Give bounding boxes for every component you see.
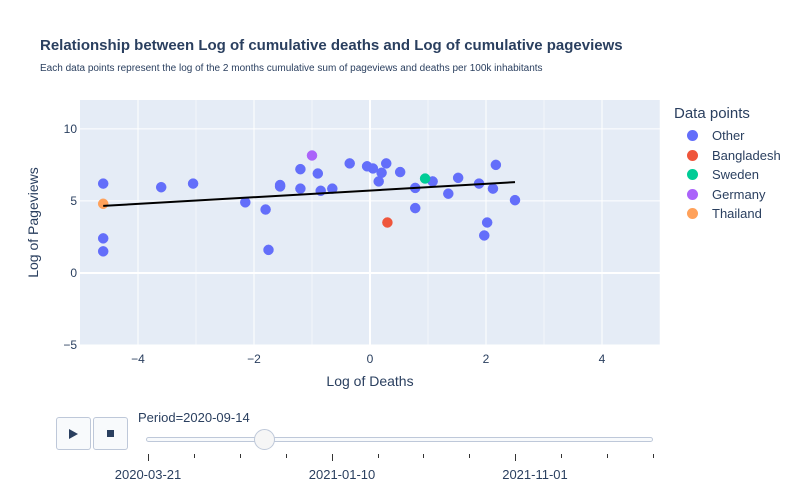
- legend-item-thailand[interactable]: Thailand: [674, 204, 781, 224]
- data-point-other: [260, 204, 271, 215]
- play-icon: [69, 428, 78, 439]
- data-point-other: [187, 178, 199, 189]
- data-point-other: [380, 158, 392, 169]
- legend-marker-bangladesh: [687, 149, 698, 161]
- legend-label: Thailand: [712, 206, 762, 222]
- slider-tick: [148, 454, 149, 461]
- y-tick-label: 5: [70, 194, 77, 208]
- slider-rail[interactable]: [146, 437, 653, 442]
- legend-item-other[interactable]: Other: [674, 126, 781, 146]
- legend: Data points Other Bangladesh Sweden Germ…: [674, 105, 781, 224]
- data-point-other: [367, 163, 379, 174]
- data-point-other: [155, 181, 167, 193]
- slider-handle[interactable]: [253, 429, 275, 450]
- legend-label: Sweden: [712, 167, 759, 183]
- slider-tick: [469, 454, 471, 458]
- play-button[interactable]: [56, 417, 91, 450]
- slider-tick: [653, 454, 654, 458]
- data-point-other: [295, 163, 306, 175]
- slider-current-value: Period=2020-09-14: [138, 410, 250, 425]
- data-point-other: [97, 233, 109, 244]
- y-tick-label: −5: [63, 338, 77, 352]
- legend-label: Germany: [712, 186, 766, 202]
- legend-item-germany[interactable]: Germany: [674, 185, 781, 205]
- data-point-germany: [306, 150, 318, 161]
- y-tick-label: 10: [64, 122, 78, 136]
- data-point-other: [394, 166, 406, 178]
- slider-tick-label: 2021-11-01: [502, 467, 568, 482]
- slider-tick: [423, 454, 425, 458]
- legend-marker-thailand: [687, 208, 698, 220]
- x-tick-label: −2: [247, 352, 261, 366]
- data-point-sweden: [419, 173, 431, 184]
- x-tick-label: 4: [599, 352, 606, 366]
- x-tick-label: 2: [483, 352, 490, 366]
- data-point-other: [376, 167, 387, 179]
- data-point-other: [481, 217, 493, 228]
- chart-title: Relationship between Log of cumulative d…: [40, 37, 623, 54]
- stop-icon: [107, 430, 114, 437]
- data-point-other: [452, 172, 464, 184]
- legend-title: Data points: [674, 105, 750, 122]
- x-axis-title: Log of Deaths: [326, 373, 413, 389]
- slider-tick: [285, 454, 287, 458]
- slider-tick: [561, 454, 563, 458]
- trendline: [103, 181, 516, 207]
- data-point-other: [263, 244, 274, 256]
- data-point-other: [443, 188, 454, 199]
- slider-tick: [607, 454, 609, 458]
- legend-item-bangladesh[interactable]: Bangladesh: [674, 146, 781, 166]
- data-point-other: [97, 246, 109, 257]
- data-point-thailand: [97, 198, 109, 210]
- legend-marker-other: [687, 130, 698, 142]
- data-point-other: [409, 202, 421, 214]
- legend-marker-sweden: [687, 169, 698, 181]
- y-axis-title: Log of Pageviews: [25, 167, 41, 278]
- legend-marker-germany: [687, 188, 698, 200]
- data-point-other: [487, 183, 499, 194]
- slider-tick: [331, 454, 333, 461]
- data-point-other: [274, 179, 286, 191]
- slider-tick: [193, 454, 195, 458]
- x-tick-label: −4: [131, 352, 145, 366]
- data-point-other: [479, 230, 490, 241]
- slider-tick: [377, 454, 379, 458]
- data-point-other: [97, 178, 109, 189]
- chart-subtitle: Each data points represent the log of th…: [40, 63, 543, 74]
- legend-item-sweden[interactable]: Sweden: [674, 165, 781, 185]
- x-tick-label: 0: [367, 352, 374, 366]
- legend-label: Other: [712, 128, 745, 144]
- slider-tick: [515, 454, 517, 461]
- slider-tick-label: 2021-01-10: [308, 467, 376, 482]
- data-point-other: [490, 159, 502, 171]
- data-point-bangladesh: [382, 217, 393, 228]
- y-tick-label: 0: [70, 266, 77, 280]
- slider-tick: [239, 454, 241, 458]
- data-point-other: [312, 168, 324, 179]
- data-point-other: [509, 194, 521, 206]
- legend-label: Bangladesh: [712, 147, 781, 163]
- slider-tick-label: 2020-03-21: [114, 467, 182, 482]
- data-point-other: [344, 158, 355, 169]
- stop-button[interactable]: [93, 417, 128, 450]
- data-point-other: [295, 183, 306, 194]
